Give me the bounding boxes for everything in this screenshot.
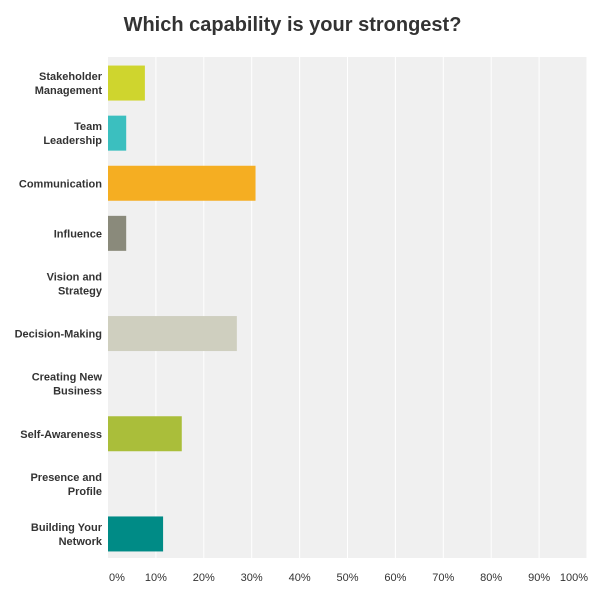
chart-title: Which capability is your strongest? [123, 14, 462, 36]
grid-lines [155, 57, 588, 558]
x-tick-label: 50% [336, 572, 358, 584]
category-label: Communication [19, 178, 102, 190]
bar [108, 65, 145, 101]
x-tick-label: 80% [480, 572, 502, 584]
x-tick-label: 60% [384, 572, 406, 584]
bar [108, 115, 127, 151]
bar [108, 516, 164, 552]
bar [108, 165, 256, 201]
x-tick-label: 20% [193, 572, 215, 584]
x-tick-label: 30% [241, 572, 263, 584]
category-labels: Stakeholder Management Team Leadership Commu… [15, 71, 103, 548]
x-axis-ticks: 0% 10% 20% 30% 40% 50% 60% 70% 80% 90% 100% [109, 572, 588, 584]
category-label: Decision-Making [15, 329, 102, 341]
category-label: Influence [54, 228, 102, 240]
category-label: Building Your Network [31, 522, 103, 548]
bar [108, 316, 237, 352]
category-label: Creating New Business [32, 372, 103, 398]
x-tick-label: 0% [109, 572, 125, 584]
x-tick-label: 40% [289, 572, 311, 584]
category-label: Self-Awareness [20, 429, 102, 441]
bars [108, 65, 256, 552]
x-tick-label: 70% [432, 572, 454, 584]
category-label: Presence and Profile [30, 472, 102, 498]
bar [108, 416, 182, 452]
category-label: Vision and Strategy [47, 271, 103, 297]
bar [108, 215, 127, 251]
x-tick-label: 10% [145, 572, 167, 584]
category-label: Stakeholder Management [35, 71, 103, 97]
x-tick-label: 90% [528, 572, 550, 584]
category-label: Team Leadership [43, 121, 102, 147]
x-tick-label: 100% [560, 572, 588, 584]
